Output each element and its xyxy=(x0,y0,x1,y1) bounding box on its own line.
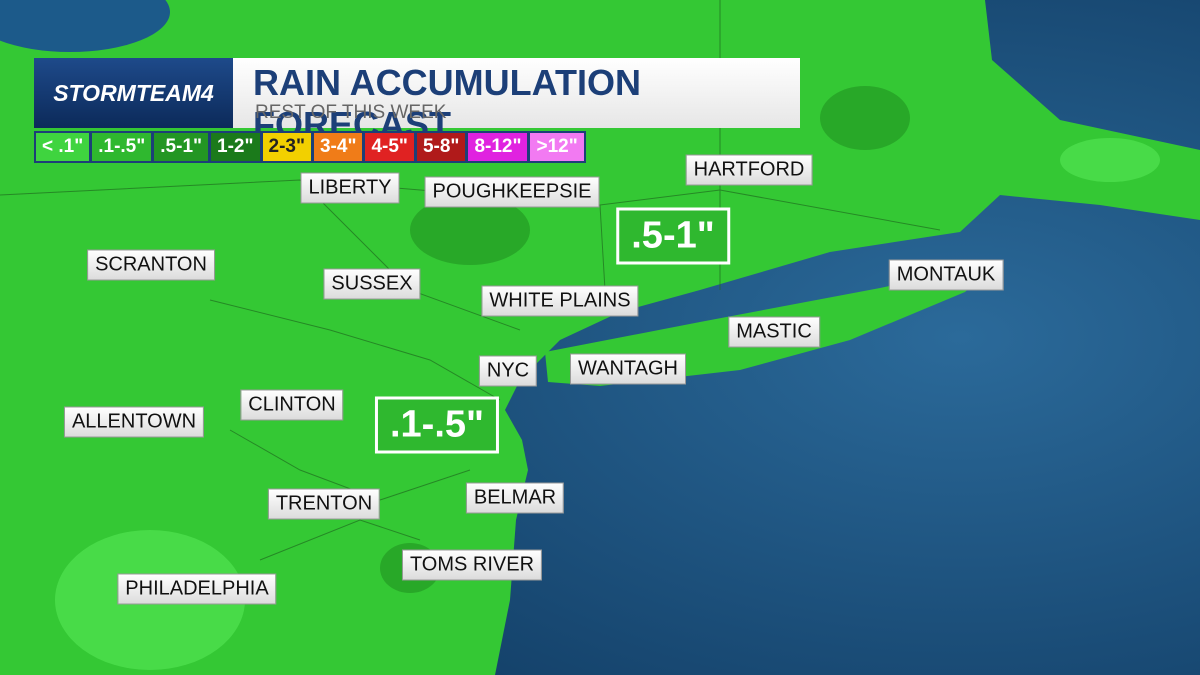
legend-item: 3-4" xyxy=(313,133,363,161)
city-label: POUGHKEEPSIE xyxy=(424,176,600,208)
legend-item: 2-3" xyxy=(262,133,311,161)
brand-logo: STORMTEAM4 xyxy=(34,58,233,128)
city-label: WHITE PLAINS xyxy=(481,285,639,317)
legend-item: 8-12" xyxy=(468,133,528,161)
legend-item: 5-8" xyxy=(416,133,466,161)
city-label: ALLENTOWN xyxy=(63,406,205,438)
subtitle: REST OF THIS WEEK xyxy=(255,102,447,123)
title-panel: RAIN ACCUMULATION FORECAST REST OF THIS … xyxy=(233,58,800,145)
city-label: NYC xyxy=(478,355,538,387)
legend-item: 4-5" xyxy=(365,133,414,161)
legend: < .1" .1-.5" .5-1" 1-2" 2-3" 3-4" 4-5" 5-8" 8-12… xyxy=(34,131,586,163)
legend-item: >12" xyxy=(530,133,584,161)
city-label: LIBERTY xyxy=(300,172,400,204)
zone-label: .5-1" xyxy=(616,207,730,265)
city-label: SUSSEX xyxy=(323,268,421,300)
legend-item: 1-2" xyxy=(211,133,260,161)
legend-item: .5-1" xyxy=(154,133,209,161)
legend-item: < .1" xyxy=(36,133,90,161)
lake xyxy=(0,0,170,52)
borders xyxy=(0,0,941,561)
city-label: MONTAUK xyxy=(888,259,1004,291)
city-label: BELMAR xyxy=(465,482,565,514)
legend-item: .1-.5" xyxy=(92,133,152,161)
city-label: TRENTON xyxy=(267,488,381,520)
city-label: HARTFORD xyxy=(685,154,813,186)
city-label: TOMS RIVER xyxy=(401,549,543,581)
city-label: SCRANTON xyxy=(87,249,215,281)
city-label: WANTAGH xyxy=(570,353,686,385)
zone-label: .1-.5" xyxy=(374,396,500,454)
city-label: CLINTON xyxy=(240,389,344,421)
city-label: MASTIC xyxy=(728,316,820,348)
city-label: PHILADELPHIA xyxy=(117,573,277,605)
